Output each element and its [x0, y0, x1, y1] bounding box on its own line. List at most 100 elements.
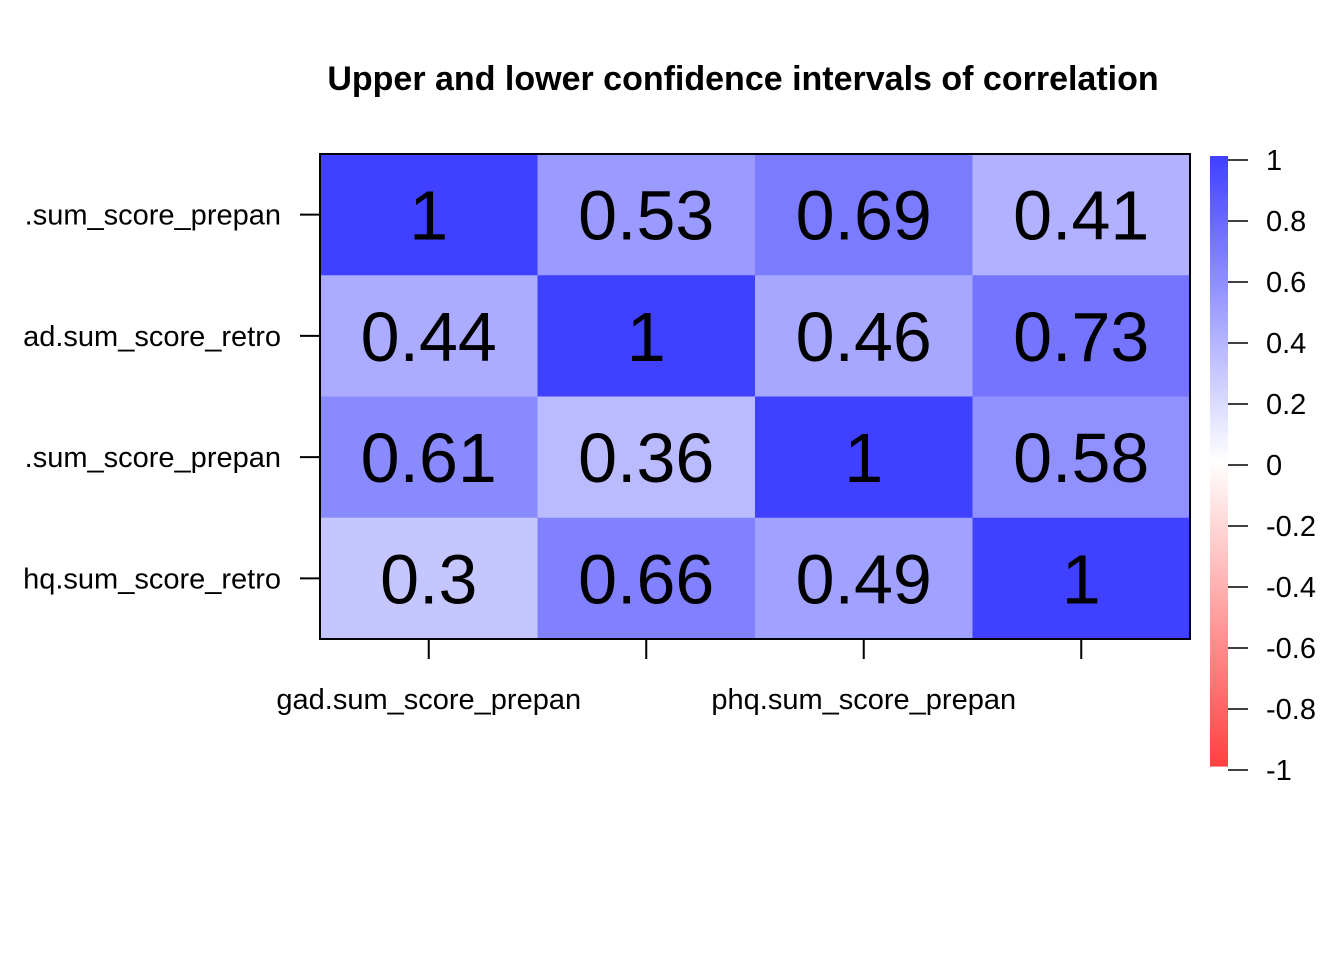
legend-color-step [1210, 412, 1228, 416]
legend-color-step [1210, 735, 1228, 740]
cell-value-label: 0.46 [796, 298, 932, 376]
cell-value-label: 0.58 [1013, 419, 1149, 497]
legend-color-step [1210, 317, 1228, 322]
legend-color-step [1210, 217, 1228, 221]
legend-color-step [1210, 717, 1228, 721]
heatmap-cell [320, 396, 538, 519]
legend-color-step [1210, 418, 1228, 422]
legend-color-step [1210, 555, 1228, 560]
legend-color-step [1210, 601, 1228, 605]
cell-value-label: 1 [844, 419, 883, 497]
y-axis: .sum_score_prepan ad.sum_score_retro .sum_… [23, 200, 320, 595]
heatmap-cell [972, 275, 1191, 397]
heatmap-cell [972, 154, 1191, 276]
legend-color-step [1210, 558, 1228, 563]
legend-color-step [1210, 348, 1228, 352]
legend-color-step [1210, 723, 1228, 727]
legend-color-step [1210, 619, 1228, 624]
legend-color-step [1210, 332, 1228, 337]
legend-color-step [1210, 448, 1228, 453]
legend-color-step [1210, 607, 1228, 612]
legend-color-step [1210, 686, 1228, 691]
legend-color-step [1210, 653, 1228, 657]
legend-color-step [1210, 473, 1228, 477]
legend-color-step [1210, 284, 1228, 288]
legend-color-step [1210, 628, 1228, 633]
y-tick-label: .sum_score_prepan [25, 442, 281, 474]
legend-color-step [1210, 543, 1228, 547]
legend-color-step [1210, 534, 1228, 538]
legend-color-step [1210, 274, 1228, 279]
legend-tick-label: -0.8 [1266, 694, 1316, 726]
heatmap-cell [755, 154, 973, 276]
heatmap-cell [537, 396, 756, 519]
legend-color-step [1210, 644, 1228, 648]
cell-value-label: 0.61 [361, 419, 497, 497]
x-tick-label: gad.sum_score_prepan [276, 684, 581, 716]
legend-color-step [1210, 232, 1228, 236]
legend-color-step [1210, 683, 1228, 688]
legend-color-step [1210, 668, 1228, 673]
cell-value-label: 1 [409, 177, 448, 255]
legend-color-step [1210, 726, 1228, 730]
legend-color-step [1210, 244, 1228, 249]
legend-color-step [1210, 293, 1228, 297]
legend-color-step [1210, 552, 1228, 557]
legend-color-step [1210, 564, 1228, 569]
legend-color-step [1210, 515, 1228, 520]
legend-color-step [1210, 156, 1228, 160]
legend-color-step [1210, 665, 1228, 669]
legend-color-step [1210, 229, 1228, 233]
legend-color-step [1210, 296, 1228, 300]
legend-color-step [1210, 238, 1228, 242]
legend-color-step [1210, 226, 1228, 230]
cell-value-label: 0.73 [1013, 298, 1149, 376]
legend-color-step [1210, 390, 1228, 395]
legend-color-step [1210, 372, 1228, 377]
legend-color-step [1210, 351, 1228, 355]
legend-color-step [1210, 656, 1228, 660]
legend-color-step [1210, 433, 1228, 438]
legend-color-step [1210, 436, 1228, 441]
legend-color-step [1210, 461, 1228, 465]
legend-color-step [1210, 522, 1228, 526]
legend-color-step [1210, 747, 1228, 752]
legend-color-step [1210, 759, 1228, 764]
legend-color-step [1210, 583, 1228, 587]
legend-color-step [1210, 762, 1228, 767]
heatmap-cell [972, 517, 1191, 640]
legend-color-step [1210, 671, 1228, 676]
legend-tick-label: 0.2 [1266, 389, 1306, 421]
legend-color-step [1210, 189, 1228, 194]
legend-color-step [1210, 207, 1228, 212]
legend-color-step [1210, 476, 1228, 480]
legend-color-step [1210, 616, 1228, 621]
legend-color-step [1210, 271, 1228, 276]
legend-color-step [1210, 223, 1228, 227]
legend-color-step [1210, 576, 1228, 581]
legend-color-step [1210, 589, 1228, 593]
legend-color-step [1210, 744, 1228, 749]
legend-color-step [1210, 634, 1228, 639]
legend-color-step [1210, 692, 1228, 697]
legend-color-step [1210, 177, 1228, 181]
legend-color-step [1210, 406, 1228, 410]
legend-color-step [1210, 183, 1228, 188]
legend-color-step [1210, 314, 1228, 319]
legend-color-step [1210, 701, 1228, 706]
legend-color-step [1210, 753, 1228, 758]
cell-value-label: 1 [627, 298, 666, 376]
x-axis: gad.sum_score_prepan phq.sum_score_prepan [276, 639, 1083, 716]
legend-color-step [1210, 339, 1228, 343]
legend-color-step [1210, 250, 1228, 255]
y-tick-label: hq.sum_score_retro [23, 563, 281, 595]
legend-color-step [1210, 756, 1228, 761]
legend-color-step [1210, 586, 1228, 590]
legend-tick-label: 1 [1266, 145, 1282, 177]
legend-color-step [1210, 329, 1228, 334]
heatmap-cell [537, 517, 756, 640]
legend-color-step [1210, 326, 1228, 331]
legend-color-step [1210, 287, 1228, 291]
heatmap-cell [755, 396, 973, 519]
